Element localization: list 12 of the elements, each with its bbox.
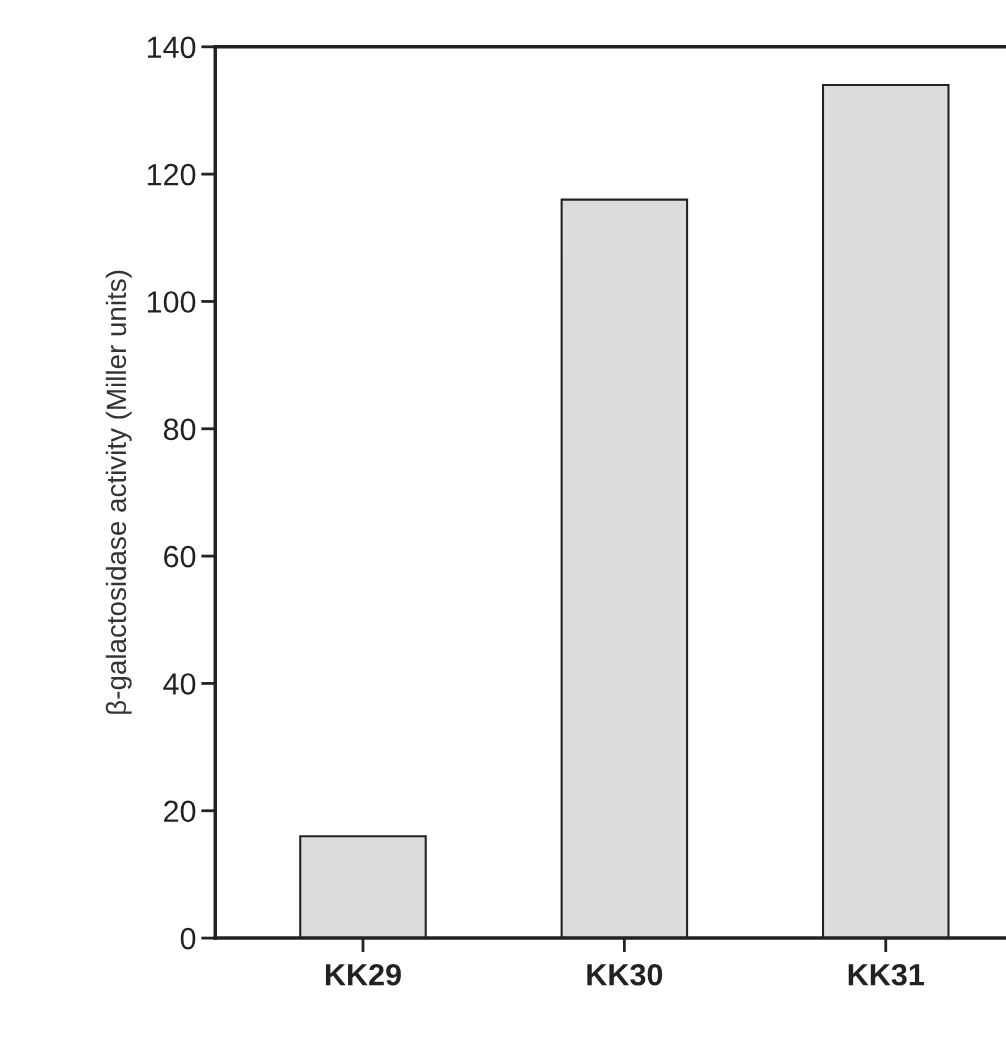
x-tick-label: KK30 [587, 963, 663, 986]
y-tick-label: 100 [147, 291, 196, 313]
y-tick-label: 20 [164, 800, 196, 823]
y-tick-label: 120 [147, 163, 196, 186]
y-tick-label: 80 [163, 418, 196, 441]
y-tick-label: 60 [164, 545, 196, 568]
y-tick-label: 0 [180, 927, 196, 950]
y-tick-label: 140 [147, 36, 196, 59]
y-tick-label: 40 [163, 673, 196, 695]
x-tick-label: KK29 [325, 963, 401, 986]
x-tick-label: KK31 [848, 963, 924, 986]
y-axis-title: β-galactosidase activity (Miller units) [105, 270, 132, 714]
